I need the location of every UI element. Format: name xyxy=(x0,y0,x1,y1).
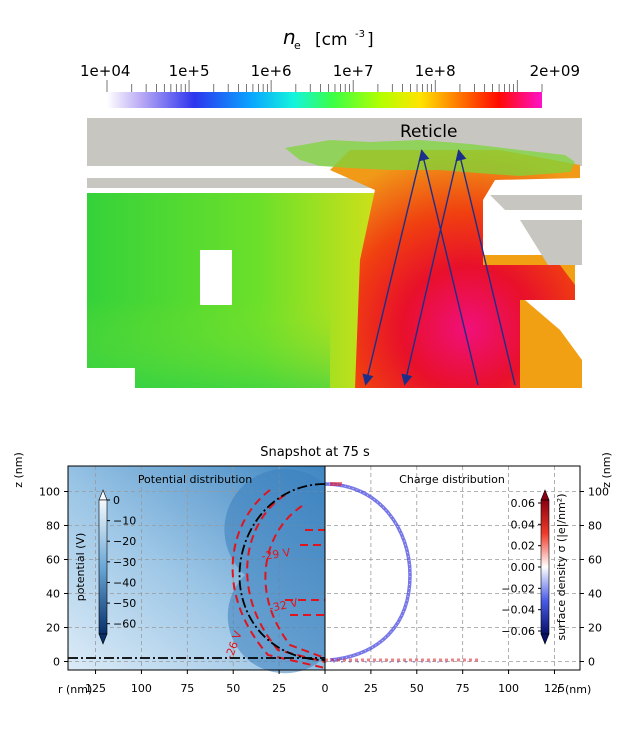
x-tick-label: 125 xyxy=(544,682,565,695)
x-tick-label: 125 xyxy=(85,682,106,695)
colorbar-tick-labels: 1e+04 1e+5 1e+6 1e+7 1e+8 2e+09 xyxy=(80,62,580,80)
y-tick-label: 80 xyxy=(46,520,60,533)
y-tick-label: 100 xyxy=(588,486,609,499)
charge-panel-title: Charge distribution xyxy=(399,473,505,486)
potential-cb-tick-label: −40 xyxy=(113,576,136,589)
plasma-density-figure: n e [cm -3 ] 1e+04 1e+5 1e+6 1e+7 1e+8 2e+09 … xyxy=(80,25,582,388)
y-axis-label-left: z (nm) xyxy=(12,452,25,488)
snapshot-figure: Snapshot at 75 s -29 V -32 V -26 V xyxy=(12,445,613,696)
density-colorbar xyxy=(107,92,542,108)
potential-cb-tick-label: −60 xyxy=(113,618,136,631)
colorbar-tick-label: 1e+6 xyxy=(251,62,292,80)
x-tick-label: 0 xyxy=(322,682,329,695)
x-axis-ticks: 125 100 75 50 25 0 25 50 75 100 125 xyxy=(85,670,565,695)
colorbar-tick-label: 1e+04 xyxy=(80,62,130,80)
reticle-label: Reticle xyxy=(400,122,457,142)
plot-frame xyxy=(67,465,581,671)
colorbar-title-unit: [cm xyxy=(315,30,348,50)
y-tick-label: 20 xyxy=(46,622,60,635)
colorbar-title-exponent: -3 xyxy=(355,29,365,40)
potential-cb-tick-label: 0 xyxy=(113,494,120,507)
plasma-plume xyxy=(330,150,580,388)
colorbar-tick-label: 2e+09 xyxy=(530,62,580,80)
potential-colorbar-ticks: 0 −10 −20 −30 −40 −50 −60 xyxy=(107,494,136,631)
y-tick-label: 100 xyxy=(39,486,60,499)
potential-colorbar-label: potential (V) xyxy=(74,533,87,602)
sphere-boundary-left xyxy=(238,483,326,661)
colorbar-tick-label: 1e+7 xyxy=(333,62,374,80)
contour-label-32: -32 V xyxy=(268,596,300,615)
x-tick-label: 75 xyxy=(180,682,194,695)
potential-contours xyxy=(231,489,326,669)
charge-content xyxy=(324,482,480,663)
y-axis-right-ticks: 0 20 40 60 80 100 xyxy=(580,486,609,669)
y-tick-label: 0 xyxy=(588,656,595,669)
x-tick-label: 100 xyxy=(498,682,519,695)
charge-cb-tick-label: 0.04 xyxy=(511,518,536,531)
y-axis-label-right: z (nm) xyxy=(600,452,613,488)
colorbar-ticks xyxy=(106,80,543,92)
potential-cb-tick-label: −30 xyxy=(113,556,136,569)
x-axis-label-left: r (nm) xyxy=(58,683,92,696)
x-tick-label: 50 xyxy=(410,682,424,695)
x-tick-label: 25 xyxy=(364,682,378,695)
colorbar-title-subscript: e xyxy=(294,39,301,52)
charge-colorbar-label: surface density σ (|e|/nm²) xyxy=(555,493,568,640)
y-tick-label: 40 xyxy=(588,588,602,601)
charge-panel xyxy=(325,466,580,670)
contour-label-29: -29 V xyxy=(261,546,292,563)
x-tick-label: 75 xyxy=(456,682,470,695)
y-axis-left-ticks: 0 20 40 60 80 100 xyxy=(39,486,68,669)
colorbar-tick-label: 1e+5 xyxy=(169,62,210,80)
potential-panel-title: Potential distribution xyxy=(138,473,252,486)
density-map: Reticle xyxy=(87,116,582,388)
reticle-plate xyxy=(87,178,377,188)
y-tick-label: 60 xyxy=(46,554,60,567)
potential-colorbar xyxy=(98,499,108,635)
colorbar-tick-label: 1e+8 xyxy=(415,62,456,80)
colorbar-title-close: ] xyxy=(367,30,374,50)
figure-title: Snapshot at 75 s xyxy=(260,445,370,460)
charge-boundary xyxy=(324,482,412,662)
charge-colorbar xyxy=(540,499,550,635)
potential-cb-tick-label: −50 xyxy=(113,597,136,610)
colorbar-title-symbol: n xyxy=(283,25,296,49)
potential-cb-tick-label: −20 xyxy=(113,535,136,548)
y-tick-label: 0 xyxy=(53,656,60,669)
x-tick-label: 100 xyxy=(131,682,152,695)
potential-content: -29 V -32 V -26 V xyxy=(68,468,326,674)
y-tick-label: 80 xyxy=(588,520,602,533)
charge-cb-tick-label: 0.00 xyxy=(511,561,536,574)
charge-cb-tick-label: 0.06 xyxy=(511,497,536,510)
light-rays xyxy=(362,149,516,386)
y-tick-label: 40 xyxy=(46,588,60,601)
x-tick-label: 25 xyxy=(272,682,286,695)
y-tick-label: 20 xyxy=(588,622,602,635)
charge-cb-tick-label: −0.02 xyxy=(501,582,535,595)
y-tick-label: 60 xyxy=(588,554,602,567)
charge-cb-tick-label: 0.02 xyxy=(511,540,536,553)
x-tick-label: 50 xyxy=(226,682,240,695)
x-axis-label-right: r (nm) xyxy=(557,683,591,696)
charge-colorbar-ticks: 0.06 0.04 0.02 0.00 −0.02 −0.04 −0.06 xyxy=(501,497,541,638)
charge-cb-tick-label: −0.04 xyxy=(501,604,535,617)
domain-hole xyxy=(200,250,232,305)
potential-cb-tick-label: −10 xyxy=(113,515,136,528)
charge-cb-tick-label: −0.06 xyxy=(501,625,535,638)
